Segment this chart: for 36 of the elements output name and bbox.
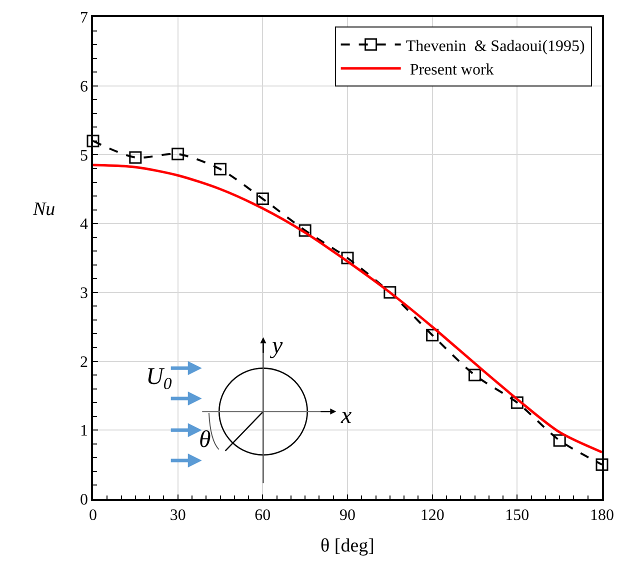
x-tick-label: 150 <box>505 506 530 524</box>
y-tick-label: 7 <box>80 10 88 27</box>
x-tick-label: 90 <box>340 506 356 524</box>
line-series <box>93 164 602 454</box>
y-tick-label: 1 <box>80 422 88 440</box>
y-tick-label: 4 <box>80 216 88 234</box>
x-tick-label: 120 <box>420 506 444 524</box>
point <box>86 134 100 148</box>
point <box>341 252 354 264</box>
point <box>510 396 524 409</box>
y-tick-label: 5 <box>80 147 88 164</box>
point <box>468 368 481 382</box>
legend-label: Thevenin & Sadaoui(1995) <box>406 38 585 55</box>
x-axis-title: θ [deg] <box>320 535 374 556</box>
y-axis-title: Nu <box>32 199 56 220</box>
annotation: y <box>270 333 283 359</box>
x-tick-label: 180 <box>590 506 614 524</box>
x-tick-label: 30 <box>170 506 186 524</box>
y-tick-label: 0 <box>80 492 88 509</box>
point <box>384 286 396 299</box>
y-tick-label: 2 <box>80 354 88 371</box>
legend-label: Present work <box>406 62 494 79</box>
annotation: U$_{0}$ <box>146 364 172 394</box>
annotation: x <box>340 403 352 429</box>
annotation: θ <box>199 427 211 453</box>
x-tick-label: 60 <box>254 506 271 524</box>
y-tick-label: 3 <box>80 285 88 302</box>
point <box>172 148 184 160</box>
point <box>256 192 269 206</box>
point <box>129 151 142 164</box>
point <box>426 328 439 342</box>
point <box>553 434 566 447</box>
y-tick-label: 6 <box>80 78 88 96</box>
point <box>596 458 608 471</box>
point <box>214 162 226 176</box>
point <box>298 224 312 237</box>
